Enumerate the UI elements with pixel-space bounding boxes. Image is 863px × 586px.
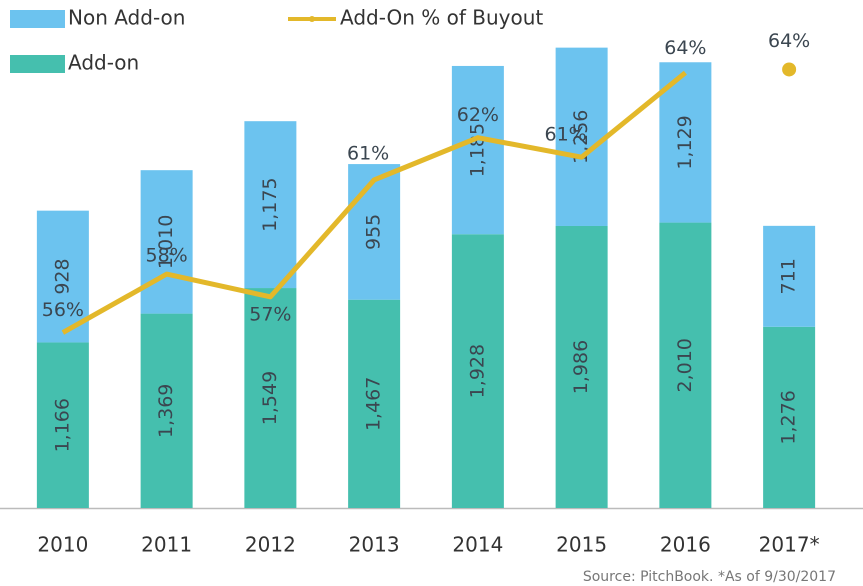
legend-swatch	[309, 16, 315, 22]
source: Source: PitchBook. *As of 9/30/2017	[583, 569, 836, 585]
data-label: 2,010	[674, 338, 696, 392]
bar	[348, 299, 401, 508]
data-label: 1,185	[466, 123, 488, 177]
bar	[555, 225, 608, 508]
legend-swatch	[10, 55, 65, 73]
legend-label: Non Add-on	[68, 6, 185, 30]
bar	[36, 342, 89, 508]
x-tick-label: 2015	[556, 533, 607, 557]
bar	[451, 65, 504, 235]
data-label: 61%	[545, 124, 587, 146]
legend-swatch	[10, 10, 65, 28]
legend-label: Add-On % of Buyout	[340, 6, 543, 30]
x-tick-label: 2017*	[759, 533, 820, 557]
data-label: 1,175	[259, 177, 281, 231]
line	[61, 70, 687, 335]
x-tick-label: 2014	[452, 533, 503, 557]
legend-label: Add-on	[68, 51, 139, 75]
x-tick-label: 2010	[37, 533, 88, 557]
point	[782, 62, 797, 77]
data-label: 56%	[42, 299, 84, 321]
data-label: 1,467	[363, 377, 385, 431]
bar	[140, 313, 193, 508]
data-label: 57%	[249, 303, 291, 325]
bar	[659, 222, 712, 508]
x-tick-label: 2016	[660, 533, 711, 557]
data-label: 1,369	[155, 384, 177, 438]
data-label: 61%	[347, 142, 389, 164]
data-label: 58%	[146, 245, 188, 267]
data-label: 64%	[768, 30, 810, 52]
bar	[140, 170, 193, 314]
data-label: 1,986	[570, 340, 592, 394]
data-label: 1,129	[674, 115, 696, 169]
bar	[244, 121, 297, 289]
bar	[763, 326, 816, 508]
data-label: 1,166	[51, 398, 73, 452]
data-label: 1,928	[466, 344, 488, 398]
x-tick-label: 2012	[245, 533, 296, 557]
data-label: 64%	[664, 37, 706, 59]
bar	[763, 225, 816, 327]
bar	[451, 234, 504, 508]
data-label: 1,276	[778, 390, 800, 444]
data-label: 928	[51, 258, 73, 294]
x-tick-label: 2013	[349, 533, 400, 557]
data-label: 1,549	[259, 371, 281, 425]
bar	[348, 164, 401, 300]
bar	[555, 47, 608, 226]
data-label: 62%	[457, 104, 499, 126]
data-label: 955	[363, 214, 385, 250]
x-tick-label: 2011	[141, 533, 192, 557]
bar	[244, 288, 297, 508]
data-label: 1,010	[155, 215, 177, 269]
data-label: 711	[778, 258, 800, 294]
